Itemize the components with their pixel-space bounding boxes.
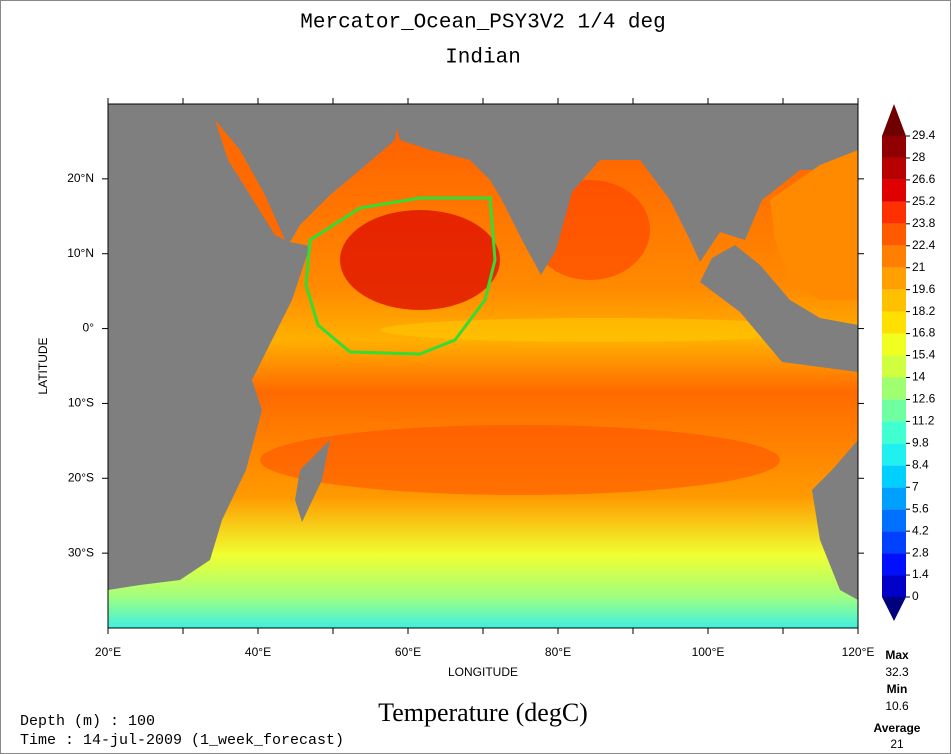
colorbar-band — [882, 443, 906, 466]
contour — [304, 196, 497, 356]
colorbar-arrow — [882, 104, 906, 136]
colorbar-band — [882, 267, 906, 290]
warm-band — [260, 425, 780, 495]
x-tick-label: 100°E — [692, 645, 725, 659]
title: Mercator_Ocean_PSY3V2 1/4 deg — [300, 12, 665, 35]
colorbar-label: 19.6 — [912, 282, 936, 296]
colorbar-label: 26.6 — [912, 172, 936, 186]
colorbar-arrow — [882, 597, 906, 621]
time: Time : 14-jul-2009 (1_week_forecast) — [20, 732, 344, 749]
land-indonesia — [700, 245, 858, 372]
x-tick-label: 80°E — [545, 645, 571, 659]
x-axis-label: LONGITUDE — [448, 665, 518, 679]
land-australia — [812, 440, 858, 600]
colorbar-label: 0 — [912, 589, 919, 603]
x-tick-label: 20°E — [95, 645, 121, 659]
colorbar-band — [882, 399, 906, 422]
stat-label: Average — [874, 721, 921, 735]
colorbar-band — [882, 487, 906, 510]
map — [108, 104, 858, 628]
stats: Max 32.3 Min 10.6 Average 21 — [874, 648, 921, 751]
y-tick-label: 10°S — [68, 396, 94, 410]
colorbar-label: 25.2 — [912, 194, 936, 208]
colorbar-label: 5.6 — [912, 501, 929, 515]
colorbar-label: 14 — [912, 370, 926, 384]
colorbar-label: 9.8 — [912, 436, 929, 450]
colorbar-band — [882, 377, 906, 400]
x-tick-label: 60°E — [395, 645, 421, 659]
colorbar-label: 18.2 — [912, 304, 936, 318]
cool-band — [380, 318, 820, 342]
y-axis-label: LATITUDE — [36, 337, 50, 394]
land-africa — [108, 104, 400, 590]
colorbar-band — [882, 509, 906, 532]
colorbar-band — [882, 245, 906, 268]
colorbar-label: 15.4 — [912, 348, 936, 362]
stat-value: 21 — [890, 737, 904, 751]
colorbar-band — [882, 553, 906, 576]
stat-value: 32.3 — [885, 665, 909, 679]
colorbar-label: 21 — [912, 260, 926, 274]
stat-label: Min — [887, 682, 908, 696]
depth: Depth (m) : 100 — [20, 713, 155, 730]
stat-value: 10.6 — [885, 699, 909, 713]
colorbar-band — [882, 223, 906, 246]
subtitle: Indian — [445, 47, 521, 70]
colorbar-label: 4.2 — [912, 523, 929, 537]
warm-pool — [340, 210, 500, 310]
colorbar-label: 12.6 — [912, 392, 936, 406]
colorbar-band — [882, 136, 906, 158]
colorbar-band — [882, 157, 906, 180]
colorbar-label: 2.8 — [912, 545, 929, 559]
land-madagascar — [295, 410, 336, 522]
colorbar-band — [882, 355, 906, 378]
colorbar-label: 28 — [912, 150, 926, 164]
stat-label: Max — [885, 648, 909, 662]
colorbar-band — [882, 201, 906, 224]
colorbar-label: 16.8 — [912, 326, 936, 340]
colorbar-band — [882, 333, 906, 356]
colorbar-band — [882, 179, 906, 202]
red-sea — [215, 120, 285, 240]
y-tick-label: 30°S — [68, 545, 94, 559]
colorbar-band — [882, 421, 906, 444]
colorbar-label: 29.4 — [912, 128, 936, 142]
colorbar-band — [882, 575, 906, 597]
colorbar-label: 8.4 — [912, 457, 929, 471]
y-tick-label: 10°N — [67, 246, 94, 260]
colorbar-band — [882, 289, 906, 312]
colorbar-band — [882, 465, 906, 488]
y-tick-label: 0° — [83, 321, 95, 335]
colorbar-label: 11.2 — [912, 414, 935, 428]
colorbar-label: 22.4 — [912, 238, 936, 252]
x-tick-label: 40°E — [245, 645, 271, 659]
south-china-sea — [770, 150, 858, 300]
colorbar-label: 23.8 — [912, 216, 936, 230]
colorbar-band — [882, 311, 906, 334]
y-tick-label: 20°S — [68, 470, 94, 484]
colorbar-label: 7 — [912, 479, 919, 493]
land-asia — [390, 104, 858, 275]
colorbar-label: 1.4 — [912, 567, 929, 581]
variable: Temperature (degC) — [378, 698, 588, 727]
x-tick-label: 120°E — [842, 645, 875, 659]
y-tick-label: 20°N — [67, 171, 94, 185]
colorbar-band — [882, 531, 906, 554]
